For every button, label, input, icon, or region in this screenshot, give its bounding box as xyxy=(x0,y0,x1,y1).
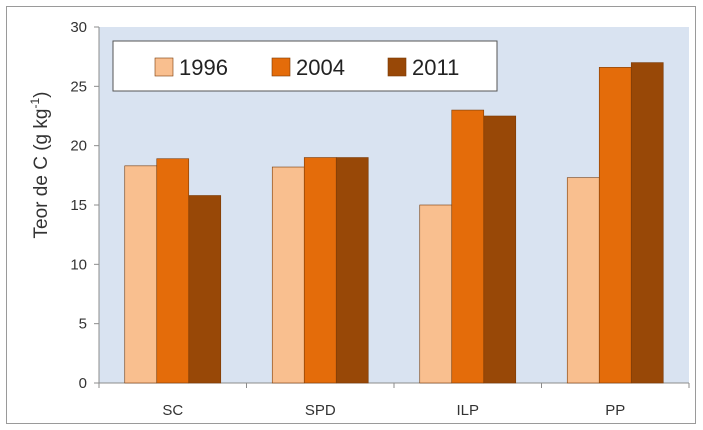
bar-ilp-1996 xyxy=(419,204,453,384)
legend-label-2011: 2011 xyxy=(412,55,459,80)
x-tick-label: PP xyxy=(605,402,625,419)
y-tick-label: 10 xyxy=(70,256,87,273)
bars xyxy=(124,62,664,384)
bar-sc-2011 xyxy=(188,195,222,384)
legend-label-1996: 1996 xyxy=(179,55,228,80)
legend-swatch-2004 xyxy=(271,57,291,77)
bar-ilp-2011 xyxy=(483,115,517,384)
bar-pp-2011 xyxy=(630,62,664,384)
legend-swatch-2011 xyxy=(387,57,407,77)
x-tick-label: ILP xyxy=(456,402,479,419)
bar-sc-1996 xyxy=(124,165,158,384)
legend-label-2004: 2004 xyxy=(296,55,345,80)
bar-ilp-2004 xyxy=(451,109,485,384)
x-axis: SC SPD ILP PP xyxy=(98,382,690,419)
chart-frame: 0 5 10 15 20 25 30 SC SPD ILP PP Teor de C (g kg-… xyxy=(6,6,696,424)
bar-pp-2004 xyxy=(598,67,632,384)
y-axis-title-superscript: -1 xyxy=(28,98,42,109)
y-tick-label: 25 xyxy=(70,78,87,95)
y-tick-label: 5 xyxy=(79,316,87,333)
bar-sc-2004 xyxy=(156,158,190,384)
y-axis-title-text: Teor de C (g kg xyxy=(31,109,52,239)
legend-swatch-1996 xyxy=(154,57,174,77)
y-tick-label: 20 xyxy=(70,138,87,155)
y-axis: 0 5 10 15 20 25 30 xyxy=(70,19,100,392)
y-tick-label: 15 xyxy=(70,197,87,214)
x-tick-label: SPD xyxy=(305,402,336,419)
bar-pp-1996 xyxy=(566,177,600,384)
bar-chart: 0 5 10 15 20 25 30 SC SPD ILP PP Teor de C (g kg-… xyxy=(28,19,690,419)
legend: 1996 2004 2011 xyxy=(112,40,498,92)
y-axis-title: Teor de C (g kg-1) xyxy=(28,92,52,239)
y-axis-title-suffix: ) xyxy=(31,92,52,98)
y-tick-label: 30 xyxy=(70,19,87,36)
legend-box xyxy=(112,40,498,92)
bar-spd-2011 xyxy=(335,157,369,384)
x-tick-label: SC xyxy=(162,402,183,419)
bar-spd-2004 xyxy=(303,157,337,384)
y-tick-label: 0 xyxy=(79,375,87,392)
bar-spd-1996 xyxy=(271,166,305,384)
